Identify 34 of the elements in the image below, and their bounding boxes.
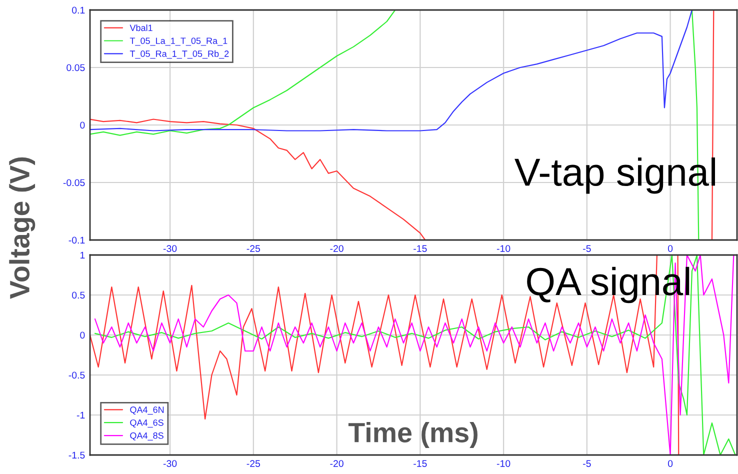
x-axis-title: Time (ms) (348, 422, 478, 448)
y-tick-label: -1.5 (68, 452, 85, 459)
x-tick-label: -5 (583, 460, 591, 467)
legend-label: T_05_Ra_1_T_05_Rb_2 (130, 50, 229, 59)
x-tick-label: -20 (330, 245, 344, 252)
x-tick-label: -30 (163, 245, 177, 252)
x-tick-label: -15 (414, 460, 427, 467)
x-tick-label: 0 (668, 460, 673, 467)
y-tick-label: 0 (80, 332, 85, 339)
y-tick-label: -0.05 (63, 179, 85, 186)
x-tick-label: -25 (246, 245, 260, 252)
legend-label: QA4_6N (130, 406, 164, 415)
y-tick-label: -0.1 (68, 236, 85, 244)
y-tick-label: -0.5 (68, 372, 85, 379)
y-tick-label: 0.5 (72, 292, 85, 299)
legend-label: Vbal1 (130, 24, 152, 32)
y-tick-label: 0.05 (66, 64, 85, 72)
x-tick-label: -20 (330, 460, 344, 467)
y-tick-label: 0 (80, 122, 85, 129)
x-tick-label: -25 (246, 460, 260, 467)
x-tick-label: -15 (414, 245, 427, 252)
y-axis-title: Voltage (V) (9, 157, 36, 299)
x-tick-label: -10 (496, 460, 510, 467)
line-series (90, 10, 693, 132)
y-tick-label: 0.1 (72, 6, 85, 14)
x-tick-label: -10 (496, 245, 510, 252)
y-tick-label: -1 (76, 412, 85, 419)
legend-label: QA4_8S (130, 432, 164, 440)
y-tick-label: 1 (80, 252, 85, 259)
legend-label: QA4_6S (130, 419, 164, 428)
legend-label: T_05_La_1_T_05_Ra_1 (130, 38, 228, 46)
x-tick-label: 0 (668, 245, 673, 252)
x-tick-label: -5 (583, 245, 591, 252)
x-tick-label: -30 (163, 460, 177, 467)
